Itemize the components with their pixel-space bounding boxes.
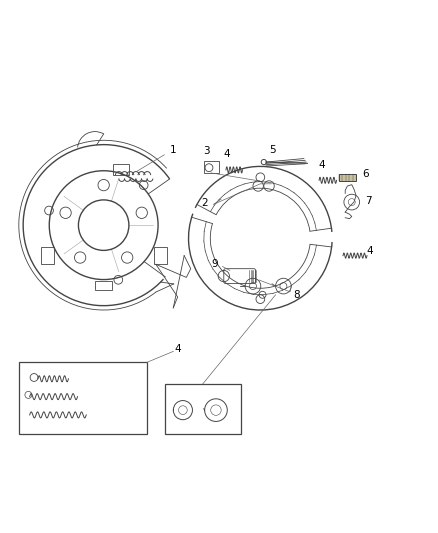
Text: 4: 4 bbox=[366, 246, 373, 256]
Bar bbox=[204, 161, 219, 173]
Bar bbox=[41, 247, 53, 264]
Text: 4: 4 bbox=[223, 149, 230, 158]
Text: 4: 4 bbox=[318, 160, 325, 170]
Bar bbox=[154, 247, 167, 264]
Text: 4: 4 bbox=[174, 344, 181, 354]
Text: 2: 2 bbox=[201, 198, 208, 207]
Bar bbox=[339, 174, 356, 181]
Text: 7: 7 bbox=[365, 196, 371, 206]
Bar bbox=[113, 164, 129, 175]
Text: 5: 5 bbox=[269, 145, 276, 155]
Text: 8: 8 bbox=[293, 290, 300, 300]
Text: 1: 1 bbox=[170, 145, 177, 155]
Text: 6: 6 bbox=[363, 169, 369, 179]
Text: 3: 3 bbox=[204, 146, 210, 156]
Bar bbox=[165, 384, 241, 434]
Bar bbox=[95, 281, 113, 290]
Bar bbox=[19, 362, 147, 434]
Text: 9: 9 bbox=[212, 260, 218, 269]
